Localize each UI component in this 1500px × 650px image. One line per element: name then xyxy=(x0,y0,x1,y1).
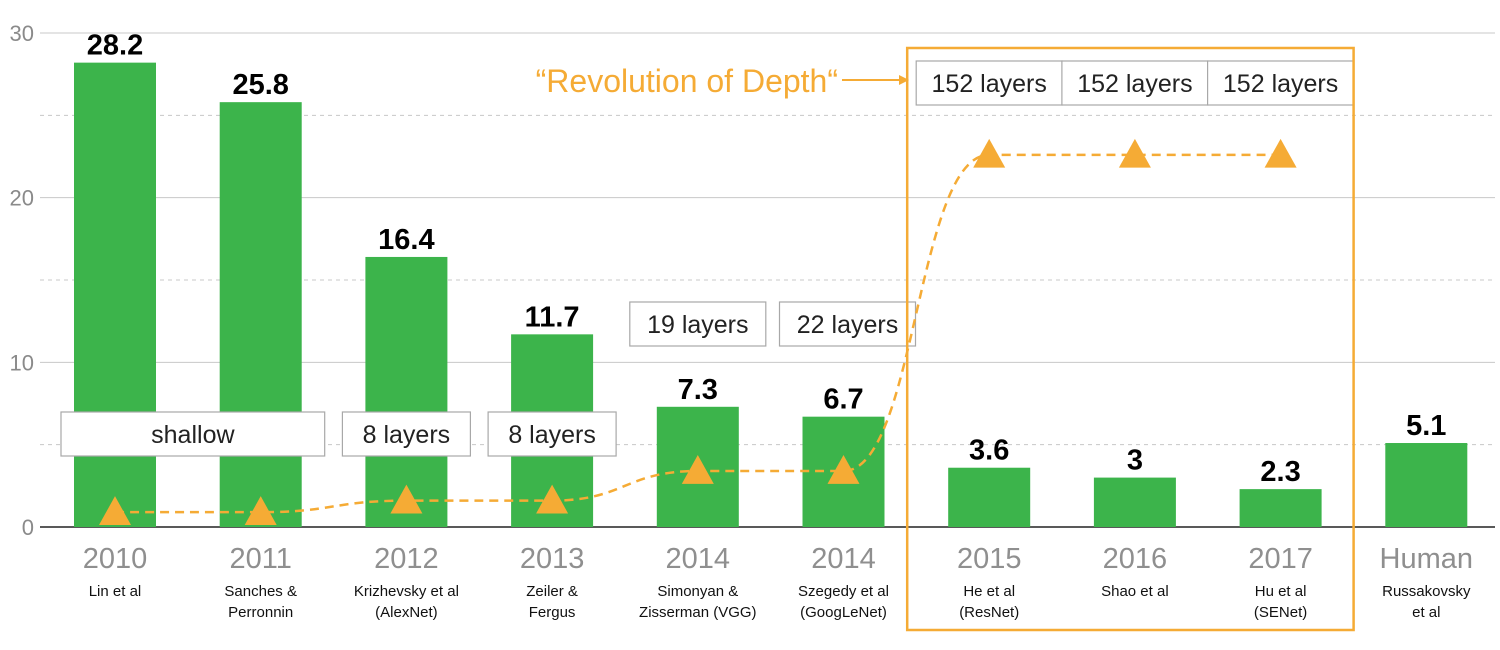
layer-label-frame xyxy=(487,411,617,457)
bar xyxy=(74,62,156,527)
depth-line-path xyxy=(114,153,1281,514)
bar xyxy=(1093,477,1176,527)
x-tick-label: 2016 xyxy=(1103,543,1168,575)
depth-marker xyxy=(1118,138,1151,168)
depth-marker xyxy=(827,455,860,484)
layer-label-text: 152 layers xyxy=(932,70,1047,98)
y-tick-label: 10 xyxy=(10,350,34,375)
bar-value-label: 11.7 xyxy=(525,301,580,333)
layer-label-box: 152 layers xyxy=(1206,60,1355,106)
y-tick-label: 30 xyxy=(10,21,34,46)
layer-label-text: 8 layers xyxy=(508,421,596,449)
bar xyxy=(1239,489,1322,527)
x-tick-label: 2014 xyxy=(666,543,731,575)
bar xyxy=(1385,443,1468,527)
bars xyxy=(74,62,1468,527)
x-tick-sublabel: (GoogLeNet) xyxy=(800,604,887,621)
depth-marker xyxy=(1264,138,1297,168)
x-tick-label: 2010 xyxy=(83,543,148,575)
depth-marker xyxy=(536,484,569,514)
layer-label-text: 19 layers xyxy=(647,311,748,339)
revolution-label: “Revolution of Depth“ xyxy=(536,63,838,99)
bar-value-label: 28.2 xyxy=(87,30,143,62)
x-tick-sublabel: Szegedy et al xyxy=(798,583,889,600)
bar xyxy=(365,256,448,527)
layer-label-text: 152 layers xyxy=(1223,70,1338,98)
layer-labels: shallow 8 layers 8 layers 19 layers 22 layer… xyxy=(60,60,1355,457)
bar-value-label: 16.4 xyxy=(378,224,434,256)
y-tick-label: 20 xyxy=(10,186,34,211)
x-tick-sublabel: (ResNet) xyxy=(959,604,1019,621)
layer-label-frame xyxy=(915,60,1063,106)
x-tick-sublabel: Krizhevsky et al xyxy=(354,583,459,600)
y-axis: 0 10 20 30 xyxy=(10,21,34,540)
x-tick-label: 2013 xyxy=(520,543,585,575)
layer-label-frame xyxy=(341,411,471,457)
layer-label-text: shallow xyxy=(151,421,235,449)
layer-label-box: shallow xyxy=(60,411,326,457)
layer-label-box: 152 layers xyxy=(915,60,1063,106)
layer-label-frame xyxy=(60,411,326,457)
bar-value-label: 7.3 xyxy=(678,374,718,406)
layer-label-frame xyxy=(1061,60,1209,106)
x-tick-label: Human xyxy=(1380,543,1474,575)
bar-value-label: 6.7 xyxy=(823,384,863,416)
x-tick-sublabel: Russakovsky xyxy=(1382,583,1471,600)
layer-label-frame xyxy=(629,301,767,347)
x-tick-sublabel: (AlexNet) xyxy=(375,604,438,621)
annotation: “Revolution of Depth“ xyxy=(536,46,1355,632)
x-tick-sublabel: He et al xyxy=(963,583,1015,600)
x-tick-sublabel: Hu et al xyxy=(1255,583,1307,600)
x-tick-label: 2017 xyxy=(1248,543,1313,575)
x-tick-sublabel: Zeiler & xyxy=(526,583,578,600)
bar xyxy=(948,467,1031,527)
layer-label-box: 22 layers xyxy=(778,301,917,347)
depth-marker xyxy=(244,496,277,525)
depth-marker xyxy=(99,496,131,525)
layer-label-text: 152 layers xyxy=(1077,70,1192,98)
x-tick-sublabel: et al xyxy=(1412,604,1440,621)
layer-label-text: 8 layers xyxy=(363,421,451,449)
x-tick-sublabel: Zisserman (VGG) xyxy=(639,604,757,621)
value-labels: 28.2 25.8 16.4 11.7 7.3 6.7 3.6 3 2.3 5.1 xyxy=(87,30,1447,488)
x-tick-label: 2014 xyxy=(811,543,876,575)
layer-label-box: 19 layers xyxy=(629,301,767,347)
y-tick-label: 0 xyxy=(22,515,34,540)
layer-label-frame xyxy=(778,301,917,347)
x-tick-sublabel: Shao et al xyxy=(1101,583,1169,600)
x-tick-label: 2011 xyxy=(230,543,292,575)
bar xyxy=(219,102,302,527)
x-tick-label: 2015 xyxy=(957,543,1022,575)
bar-value-label: 3 xyxy=(1127,445,1143,477)
bar-value-label: 25.8 xyxy=(232,69,288,101)
bar-value-label: 2.3 xyxy=(1260,456,1300,488)
highlight-frame xyxy=(905,46,1355,632)
x-tick-sublabel: Fergus xyxy=(529,604,576,621)
x-tick-label: 2012 xyxy=(374,543,439,575)
layer-label-box: 8 layers xyxy=(341,411,471,457)
depth-marker xyxy=(390,484,423,514)
bar-value-label: 3.6 xyxy=(969,435,1009,467)
depth-line xyxy=(99,138,1297,525)
x-tick-sublabel: Lin et al xyxy=(89,583,142,600)
layer-label-box: 8 layers xyxy=(487,411,617,457)
x-tick-sublabel: Perronnin xyxy=(228,604,293,621)
layer-label-text: 22 layers xyxy=(797,311,898,339)
x-axis: 2010 Lin et al 2011 Sanches & Perronnin 2012 K… xyxy=(83,543,1473,621)
x-tick-sublabel: Sanches & xyxy=(224,583,297,600)
x-tick-sublabel: Simonyan & xyxy=(657,583,738,600)
x-tick-sublabel: (SENet) xyxy=(1254,604,1307,621)
layer-label-box: 152 layers xyxy=(1061,60,1209,106)
bar-value-label: 5.1 xyxy=(1406,410,1446,442)
depth-marker xyxy=(973,138,1006,168)
depth-marker xyxy=(681,455,714,484)
